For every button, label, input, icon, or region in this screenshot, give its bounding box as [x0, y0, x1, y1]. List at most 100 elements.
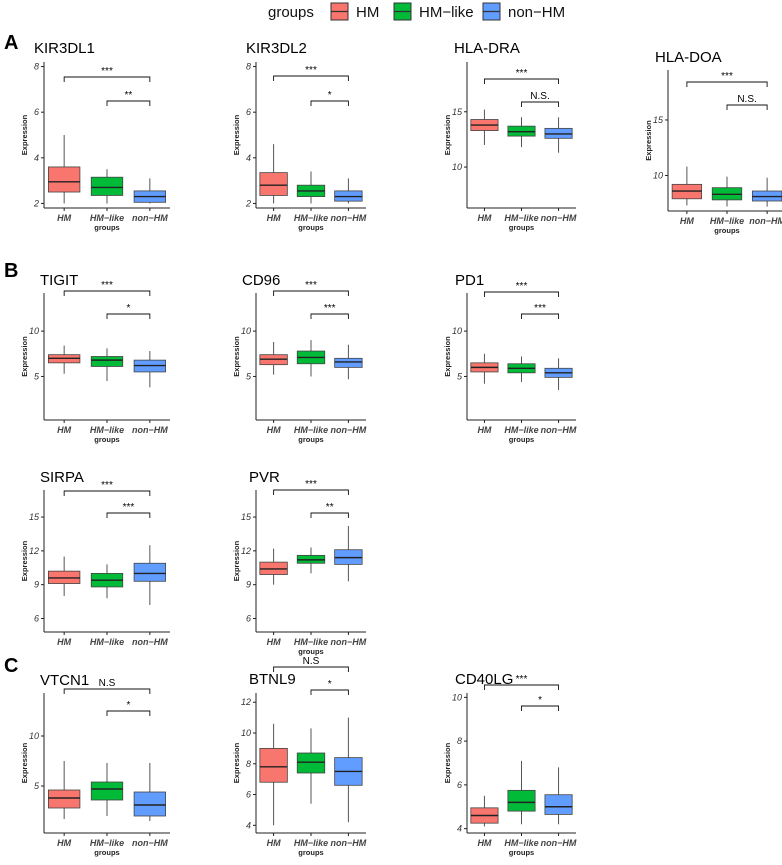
x-tick-label: non−HM [749, 216, 782, 226]
legend-label-non-hm: non−HM [508, 4, 565, 21]
plot-title: SIRPA [40, 469, 84, 486]
significance-bracket [106, 512, 151, 518]
box-non-hm [334, 357, 363, 368]
y-axis-title: Expression [20, 336, 29, 377]
y-tick-label: 10 [452, 326, 462, 336]
plot-title: CD40LG [455, 671, 513, 688]
y-tick-label: 5 [34, 371, 40, 381]
significance-bracket [310, 313, 349, 319]
significance-bracket [106, 313, 151, 319]
significance-label: *** [324, 303, 336, 314]
x-tick-label: non−HM [331, 213, 367, 223]
box-hm [48, 789, 81, 809]
x-tick-label: HM−like [294, 213, 328, 223]
x-tick-label: HM [57, 838, 71, 848]
y-tick-label: 10 [653, 170, 663, 180]
y-tick-label: 6 [246, 107, 251, 117]
x-tick-label: HM−like [294, 838, 328, 848]
x-tick-label: HM−like [90, 637, 124, 647]
x-axis-title: groups [298, 435, 323, 444]
significance-label: N.S [303, 656, 320, 667]
box-hm-like [296, 752, 326, 774]
significance-label: N.S [99, 678, 116, 689]
y-tick-label: 4 [246, 820, 251, 830]
y-tick-label: 5 [246, 371, 252, 381]
y-axis-title: Expression [20, 540, 29, 581]
significance-label: *** [305, 280, 317, 291]
significance-bracket [106, 100, 151, 106]
x-tick-label: HM−like [504, 213, 538, 223]
x-tick-label: non−HM [132, 213, 168, 223]
plot-title: HLA-DOA [655, 49, 722, 66]
significance-label: *** [123, 502, 135, 513]
x-tick-label: non−HM [132, 425, 168, 435]
significance-bracket [521, 313, 560, 319]
significance-label: *** [305, 479, 317, 490]
x-tick-label: HM−like [294, 637, 328, 647]
x-tick-label: HM−like [294, 425, 328, 435]
y-tick-label: 15 [653, 115, 664, 125]
box-hm [259, 172, 288, 196]
box-non-hm [544, 794, 573, 815]
significance-bracket [521, 101, 560, 107]
plot-title: HLA-DRA [454, 40, 520, 57]
significance-bracket [483, 291, 560, 297]
x-axis-title: groups [94, 848, 119, 857]
boxplot-kir3dl2: KIR3DL2 2 4 6 8 Expression HM HM−like non−HM grou… [232, 40, 367, 232]
panel-label-a: A [4, 32, 18, 54]
legend-key-hm [330, 2, 349, 21]
x-tick-label: non−HM [541, 838, 577, 848]
x-tick-label: non−HM [541, 213, 577, 223]
y-tick-label: 8 [246, 62, 251, 72]
x-tick-label: non−HM [331, 838, 367, 848]
plot-title: CD96 [242, 272, 280, 289]
x-tick-label: HM−like [504, 425, 538, 435]
boxplot-pvr: PVR 6 9 12 15 Expression HM HM−like non−HM groups… [232, 469, 367, 656]
y-tick-label: 8 [34, 62, 39, 72]
y-axis-title: Expression [232, 336, 241, 377]
x-tick-label: HM [477, 425, 491, 435]
x-axis-title: groups [509, 848, 534, 857]
significance-bracket [521, 705, 560, 711]
significance-bracket [63, 76, 151, 82]
y-tick-label: 9 [34, 580, 39, 590]
boxplot-btnl9: BTNL9 4 6 8 10 12 Expression HM HM−like non−HM gro… [232, 656, 367, 857]
x-axis-title: groups [714, 226, 739, 235]
significance-bracket [310, 100, 349, 106]
x-tick-label: HM−like [90, 838, 124, 848]
y-axis-title: Expression [20, 114, 29, 155]
significance-label: *** [516, 281, 528, 292]
significance-bracket [726, 104, 768, 110]
x-tick-label: non−HM [331, 637, 367, 647]
box-hm-like [90, 176, 124, 196]
x-axis-title: groups [298, 223, 323, 232]
significance-bracket [483, 78, 560, 84]
plot-title: KIR3DL1 [34, 40, 95, 57]
x-tick-label: HM [57, 637, 71, 647]
legend-key-non-hm [482, 2, 501, 21]
y-axis-title: Expression [232, 742, 241, 783]
x-tick-label: HM−like [90, 213, 124, 223]
significance-label: *** [305, 65, 317, 76]
y-tick-label: 10 [29, 731, 39, 741]
box-hm [259, 747, 288, 783]
significance-label: * [126, 303, 130, 314]
x-tick-label: HM [680, 216, 694, 226]
significance-label: *** [101, 280, 113, 291]
y-axis-title: Expression [644, 120, 653, 161]
x-tick-label: HM [267, 425, 281, 435]
y-tick-label: 2 [33, 198, 39, 208]
boxplot-sirpa: SIRPA 6 9 12 15 Expression HM HM−like non−HM *** *… [20, 469, 170, 647]
y-tick-label: 10 [29, 326, 39, 336]
y-tick-label: 2 [245, 198, 251, 208]
y-axis-title: Expression [232, 114, 241, 155]
legend: groups HM HM−like non−HM [268, 2, 565, 21]
box-hm-like [507, 789, 536, 812]
box-non-hm [133, 791, 166, 817]
legend-label-hm: HM [356, 4, 379, 21]
x-axis-title: groups [94, 223, 119, 232]
